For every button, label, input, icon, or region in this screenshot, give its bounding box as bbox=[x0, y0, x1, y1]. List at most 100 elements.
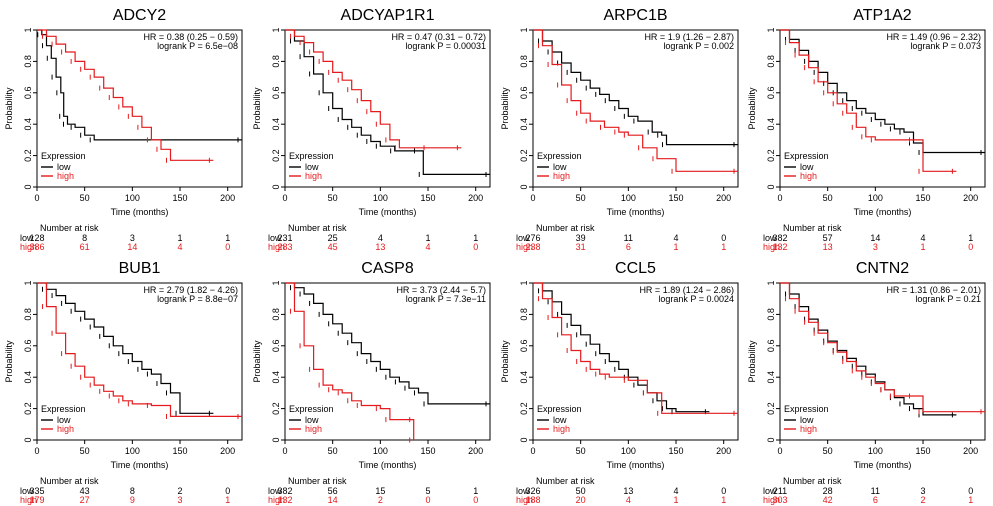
risk-count-high: 61 bbox=[80, 242, 90, 252]
x-tick-label: 200 bbox=[963, 446, 978, 456]
risk-count-high: 14 bbox=[127, 242, 137, 252]
risk-count-high: 132 bbox=[277, 495, 292, 505]
risk-count-high: 27 bbox=[80, 495, 90, 505]
y-tick-label: 0.8 bbox=[519, 55, 529, 68]
risk-row-label-low: low bbox=[268, 486, 282, 496]
legend-label-low: low bbox=[553, 162, 567, 172]
y-tick-label: 0.2 bbox=[519, 402, 529, 415]
y-axis-label: Probability bbox=[747, 340, 757, 383]
panel-title: CCL5 bbox=[615, 260, 656, 277]
survival-curve-low bbox=[37, 282, 214, 414]
risk-count-high: 0 bbox=[473, 495, 478, 505]
risk-row-label-high: high bbox=[516, 242, 533, 252]
risk-count-high: 179 bbox=[29, 495, 44, 505]
x-tick-label: 0 bbox=[282, 193, 287, 203]
risk-count-high: 2 bbox=[378, 495, 383, 505]
risk-count-low: 1 bbox=[178, 233, 183, 243]
legend-label-high: high bbox=[57, 424, 74, 434]
x-tick-label: 0 bbox=[530, 193, 535, 203]
plot-frame bbox=[532, 29, 739, 188]
legend-label-low: low bbox=[305, 415, 319, 425]
survival-curve-low bbox=[37, 29, 242, 141]
risk-count-low: 8 bbox=[130, 486, 135, 496]
y-tick-label: 0.8 bbox=[23, 55, 33, 68]
y-tick-label: 0.8 bbox=[271, 55, 281, 68]
y-tick-label: 0.4 bbox=[271, 371, 281, 384]
risk-count-low: 3 bbox=[130, 233, 135, 243]
panel-title: CNTN2 bbox=[856, 260, 909, 277]
risk-count-high: 0 bbox=[426, 495, 431, 505]
survival-curve-low bbox=[533, 29, 738, 146]
x-tick-label: 0 bbox=[530, 446, 535, 456]
y-tick-label: 0.6 bbox=[271, 340, 281, 353]
y-tick-label: 0.2 bbox=[519, 149, 529, 162]
risk-count-low: 25 bbox=[328, 233, 338, 243]
risk-table-header: Number at risk bbox=[288, 476, 347, 486]
x-tick-label: 150 bbox=[421, 193, 436, 203]
risk-row-label-low: low bbox=[516, 486, 530, 496]
y-tick-label: 0.8 bbox=[271, 308, 281, 321]
risk-count-low: 15 bbox=[375, 486, 385, 496]
legend-label-high: high bbox=[305, 171, 322, 181]
y-tick-label: 0.2 bbox=[766, 149, 776, 162]
legend-title: Expression bbox=[537, 404, 582, 414]
legend-title: Expression bbox=[289, 404, 334, 414]
survival-curve-high bbox=[285, 29, 462, 149]
plot-frame bbox=[284, 282, 491, 441]
risk-table-header: Number at risk bbox=[288, 223, 347, 233]
km-panel: ARPC1B 0 0.2 0.4 0.6 0.8 1 Probability 0 50 100 150… bbox=[500, 7, 739, 252]
y-tick-label: 0 bbox=[23, 184, 33, 189]
risk-count-low: 11 bbox=[871, 486, 880, 496]
y-tick-label: 0.6 bbox=[766, 87, 776, 100]
risk-count-high: 1 bbox=[674, 242, 679, 252]
risk-count-high: 9 bbox=[130, 495, 135, 505]
y-tick-label: 0.6 bbox=[23, 340, 33, 353]
y-tick-label: 0.4 bbox=[766, 371, 776, 384]
y-tick-label: 0.2 bbox=[766, 402, 776, 415]
risk-count-high: 1 bbox=[921, 242, 926, 252]
y-tick-label: 1 bbox=[23, 27, 33, 32]
risk-table-header: Number at risk bbox=[783, 476, 842, 486]
y-tick-label: 0.2 bbox=[23, 149, 33, 162]
risk-count-high: 188 bbox=[525, 495, 540, 505]
y-tick-label: 0.4 bbox=[519, 371, 529, 384]
y-tick-label: 1 bbox=[519, 27, 529, 32]
hazard-ratio-text: HR = 0.38 (0.25 − 0.59) bbox=[143, 32, 238, 42]
logrank-p-text: logrank P = 0.073 bbox=[910, 41, 981, 51]
y-tick-label: 0.6 bbox=[519, 340, 529, 353]
risk-row-label-low: low bbox=[20, 233, 34, 243]
risk-count-high: 13 bbox=[823, 242, 833, 252]
legend-label-low: low bbox=[305, 162, 319, 172]
x-tick-label: 50 bbox=[576, 193, 586, 203]
y-tick-label: 0 bbox=[519, 437, 529, 442]
survival-curve-high bbox=[780, 282, 985, 413]
risk-count-low: 3 bbox=[921, 486, 926, 496]
logrank-p-text: logrank P = 8.8e−07 bbox=[157, 294, 238, 304]
risk-count-low: 4 bbox=[674, 486, 679, 496]
risk-count-high: 31 bbox=[576, 242, 586, 252]
hazard-ratio-text: HR = 1.31 (0.86 − 2.01) bbox=[886, 285, 981, 295]
survival-curve-low bbox=[533, 282, 710, 413]
y-axis-label: Probability bbox=[252, 87, 262, 130]
legend-title: Expression bbox=[41, 404, 86, 414]
legend-label-low: low bbox=[800, 415, 814, 425]
y-tick-label: 0 bbox=[271, 184, 281, 189]
risk-count-low: 56 bbox=[328, 486, 338, 496]
x-tick-label: 150 bbox=[916, 446, 931, 456]
risk-table-header: Number at risk bbox=[536, 223, 595, 233]
legend-title: Expression bbox=[537, 151, 582, 161]
km-panel: ADCYAP1R1 0 0.2 0.4 0.6 0.8 1 Probability 0 50 100… bbox=[252, 7, 491, 252]
legend-title: Expression bbox=[784, 404, 829, 414]
risk-count-high: 6 bbox=[626, 242, 631, 252]
y-tick-label: 0.4 bbox=[23, 118, 33, 131]
legend-title: Expression bbox=[41, 151, 86, 161]
x-tick-label: 200 bbox=[716, 193, 731, 203]
y-axis-label: Probability bbox=[500, 340, 510, 383]
x-tick-label: 150 bbox=[669, 193, 684, 203]
risk-count-high: 20 bbox=[576, 495, 586, 505]
risk-count-low: 231 bbox=[277, 233, 292, 243]
x-tick-label: 200 bbox=[963, 193, 978, 203]
